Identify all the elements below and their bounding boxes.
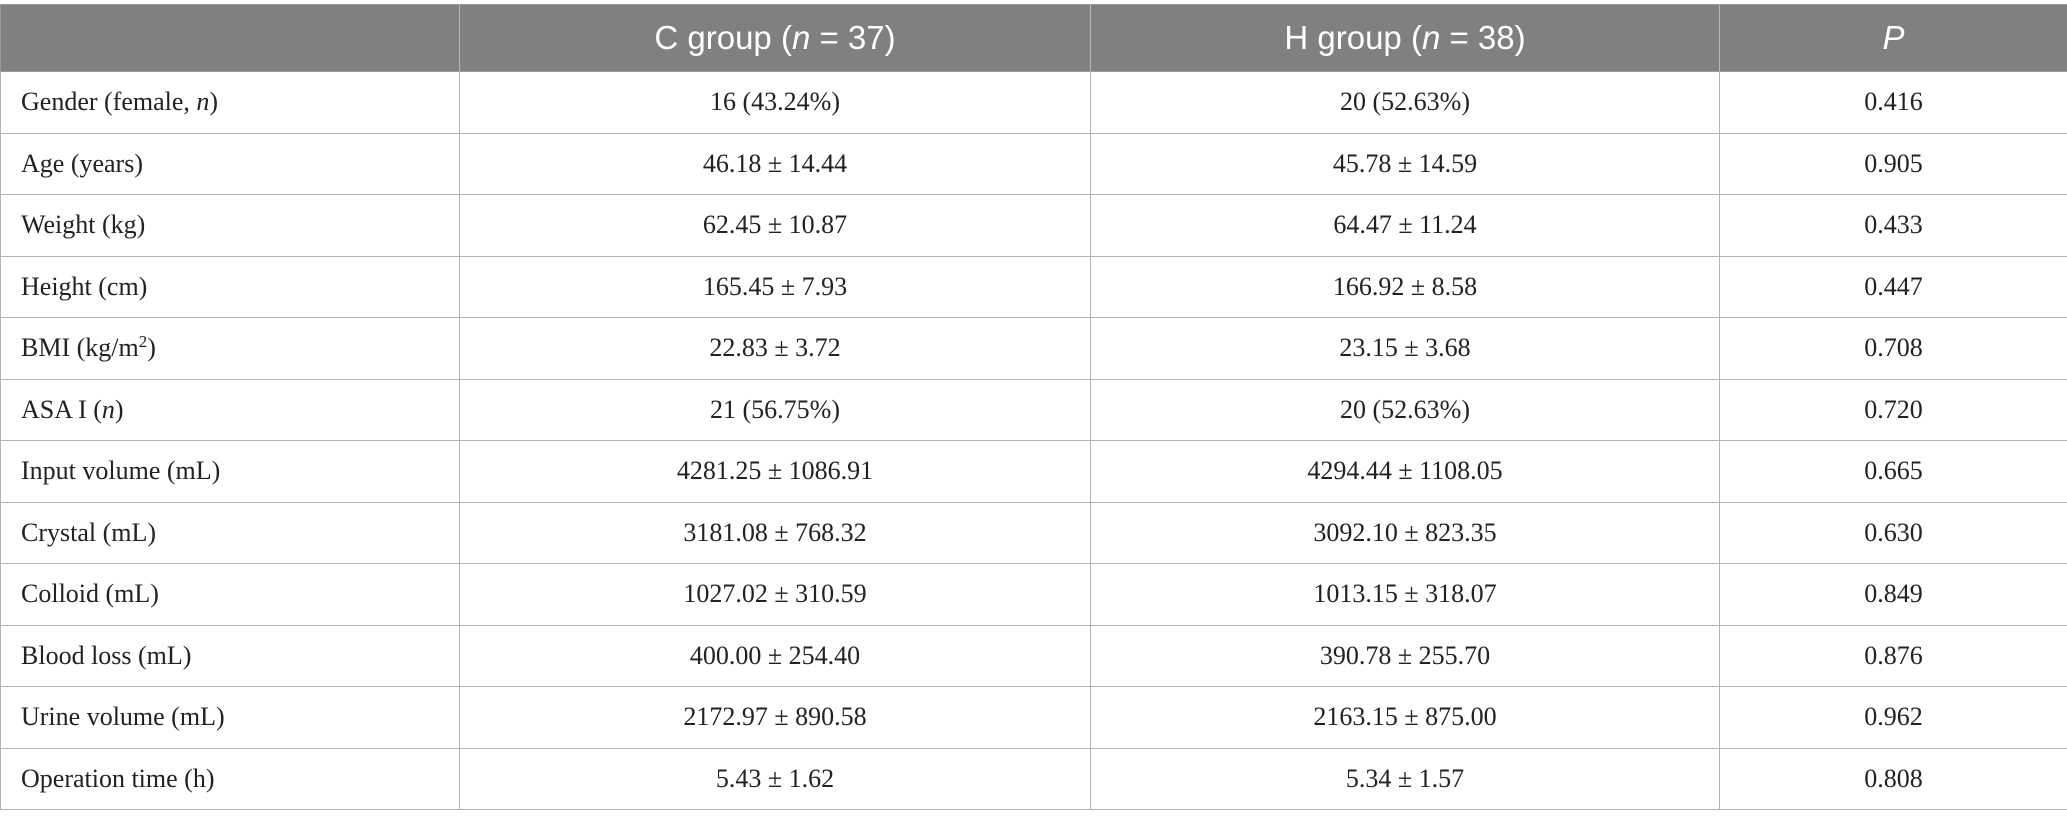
table-row: BMI (kg/m2) 22.83 ± 3.72 23.15 ± 3.68 0.… (0, 317, 2067, 380)
p-value-cell: 0.808 (1719, 747, 2067, 810)
p-value-cell: 0.447 (1719, 255, 2067, 318)
c-group-value-cell: 22.83 ± 3.72 (459, 317, 1091, 380)
data-table-container: C group (n = 37) H group (n = 38) P Gend… (0, 4, 2067, 810)
p-value-cell: 0.665 (1719, 440, 2067, 503)
row-label-suffix: ) (147, 333, 156, 363)
row-label-cell: Height (cm) (0, 255, 460, 318)
c-group-value-cell: 5.43 ± 1.62 (459, 747, 1091, 810)
row-label-cell: Blood loss (mL) (0, 624, 460, 687)
c-group-value-cell: 2172.97 ± 890.58 (459, 686, 1091, 749)
patient-characteristics-table: C group (n = 37) H group (n = 38) P Gend… (0, 4, 2067, 810)
h-group-value-cell: 5.34 ± 1.57 (1090, 747, 1720, 810)
table-row: Height (cm) 165.45 ± 7.93 166.92 ± 8.58 … (0, 255, 2067, 318)
row-label-text: Crystal (mL) (21, 517, 157, 547)
row-label-cell: Colloid (mL) (0, 563, 460, 626)
table-row: Blood loss (mL) 400.00 ± 254.40 390.78 ±… (0, 624, 2067, 687)
table-row: Gender (female, n) 16 (43.24%) 20 (52.63… (0, 71, 2067, 134)
table-row: Colloid (mL) 1027.02 ± 310.59 1013.15 ± … (0, 563, 2067, 626)
h-group-value-cell: 390.78 ± 255.70 (1090, 624, 1720, 687)
row-label-text: Input volume (mL) (21, 456, 221, 486)
table-row: Crystal (mL) 3181.08 ± 768.32 3092.10 ± … (0, 501, 2067, 564)
table-row: Age (years) 46.18 ± 14.44 45.78 ± 14.59 … (0, 132, 2067, 195)
c-group-value-cell: 400.00 ± 254.40 (459, 624, 1091, 687)
table-row: Weight (kg) 62.45 ± 10.87 64.47 ± 11.24 … (0, 194, 2067, 257)
c-group-value-cell: 1027.02 ± 310.59 (459, 563, 1091, 626)
row-label-text: Urine volume (mL) (21, 702, 225, 732)
row-label-superscript: 2 (138, 332, 148, 352)
table-row: ASA I (n) 21 (56.75%) 20 (52.63%) 0.720 (0, 378, 2067, 441)
h-group-value-cell: 23.15 ± 3.68 (1090, 317, 1720, 380)
row-label-cell: Crystal (mL) (0, 501, 460, 564)
row-label-italic: n (196, 87, 210, 117)
c-group-value-cell: 21 (56.75%) (459, 378, 1091, 441)
p-value-cell: 0.416 (1719, 71, 2067, 134)
row-label-italic: n (101, 394, 115, 424)
h-group-value-cell: 166.92 ± 8.58 (1090, 255, 1720, 318)
p-value-cell: 0.708 (1719, 317, 2067, 380)
h-group-value-cell: 3092.10 ± 823.35 (1090, 501, 1720, 564)
p-value-cell: 0.720 (1719, 378, 2067, 441)
table-row: Urine volume (mL) 2172.97 ± 890.58 2163.… (0, 686, 2067, 749)
h-group-value-cell: 4294.44 ± 1108.05 (1090, 440, 1720, 503)
row-label-cell: BMI (kg/m2) (0, 317, 460, 380)
row-label-text: BMI (kg/m (21, 333, 139, 363)
row-label-cell: ASA I (n) (0, 378, 460, 441)
header-cell-variable (0, 4, 460, 72)
row-label-text: Operation time (h) (21, 763, 215, 793)
c-group-value-cell: 3181.08 ± 768.32 (459, 501, 1091, 564)
table-header-row: C group (n = 37) H group (n = 38) P (0, 4, 2067, 72)
p-value-cell: 0.433 (1719, 194, 2067, 257)
row-label-text: Gender (female, (21, 87, 197, 117)
c-group-value-cell: 4281.25 ± 1086.91 (459, 440, 1091, 503)
h-group-value-cell: 1013.15 ± 318.07 (1090, 563, 1720, 626)
c-group-value-cell: 62.45 ± 10.87 (459, 194, 1091, 257)
h-group-value-cell: 20 (52.63%) (1090, 71, 1720, 134)
header-cell-p-value: P (1719, 4, 2067, 72)
p-value-cell: 0.905 (1719, 132, 2067, 195)
row-label-text: Blood loss (mL) (21, 640, 192, 670)
header-cell-c-group: C group (n = 37) (459, 4, 1091, 72)
p-value-cell: 0.630 (1719, 501, 2067, 564)
p-value-cell: 0.876 (1719, 624, 2067, 687)
row-label-text: Weight (kg) (21, 210, 146, 240)
row-label-text: Colloid (mL) (21, 579, 159, 609)
h-group-value-cell: 2163.15 ± 875.00 (1090, 686, 1720, 749)
row-label-suffix: ) (209, 87, 219, 117)
row-label-cell: Age (years) (0, 132, 460, 195)
h-group-value-cell: 20 (52.63%) (1090, 378, 1720, 441)
row-label-text: Height (cm) (21, 271, 148, 301)
c-group-value-cell: 16 (43.24%) (459, 71, 1091, 134)
row-label-suffix: ) (114, 394, 124, 424)
p-value-cell: 0.962 (1719, 686, 2067, 749)
table-row: Operation time (h) 5.43 ± 1.62 5.34 ± 1.… (0, 747, 2067, 810)
row-label-cell: Urine volume (mL) (0, 686, 460, 749)
row-label-cell: Gender (female, n) (0, 71, 460, 134)
row-label-cell: Operation time (h) (0, 747, 460, 810)
row-label-text: ASA I ( (21, 394, 102, 424)
p-value-cell: 0.849 (1719, 563, 2067, 626)
row-label-cell: Weight (kg) (0, 194, 460, 257)
c-group-value-cell: 46.18 ± 14.44 (459, 132, 1091, 195)
c-group-value-cell: 165.45 ± 7.93 (459, 255, 1091, 318)
row-label-cell: Input volume (mL) (0, 440, 460, 503)
h-group-value-cell: 45.78 ± 14.59 (1090, 132, 1720, 195)
h-group-value-cell: 64.47 ± 11.24 (1090, 194, 1720, 257)
row-label-text: Age (years) (21, 148, 143, 178)
header-cell-h-group: H group (n = 38) (1090, 4, 1720, 72)
table-row: Input volume (mL) 4281.25 ± 1086.91 4294… (0, 440, 2067, 503)
